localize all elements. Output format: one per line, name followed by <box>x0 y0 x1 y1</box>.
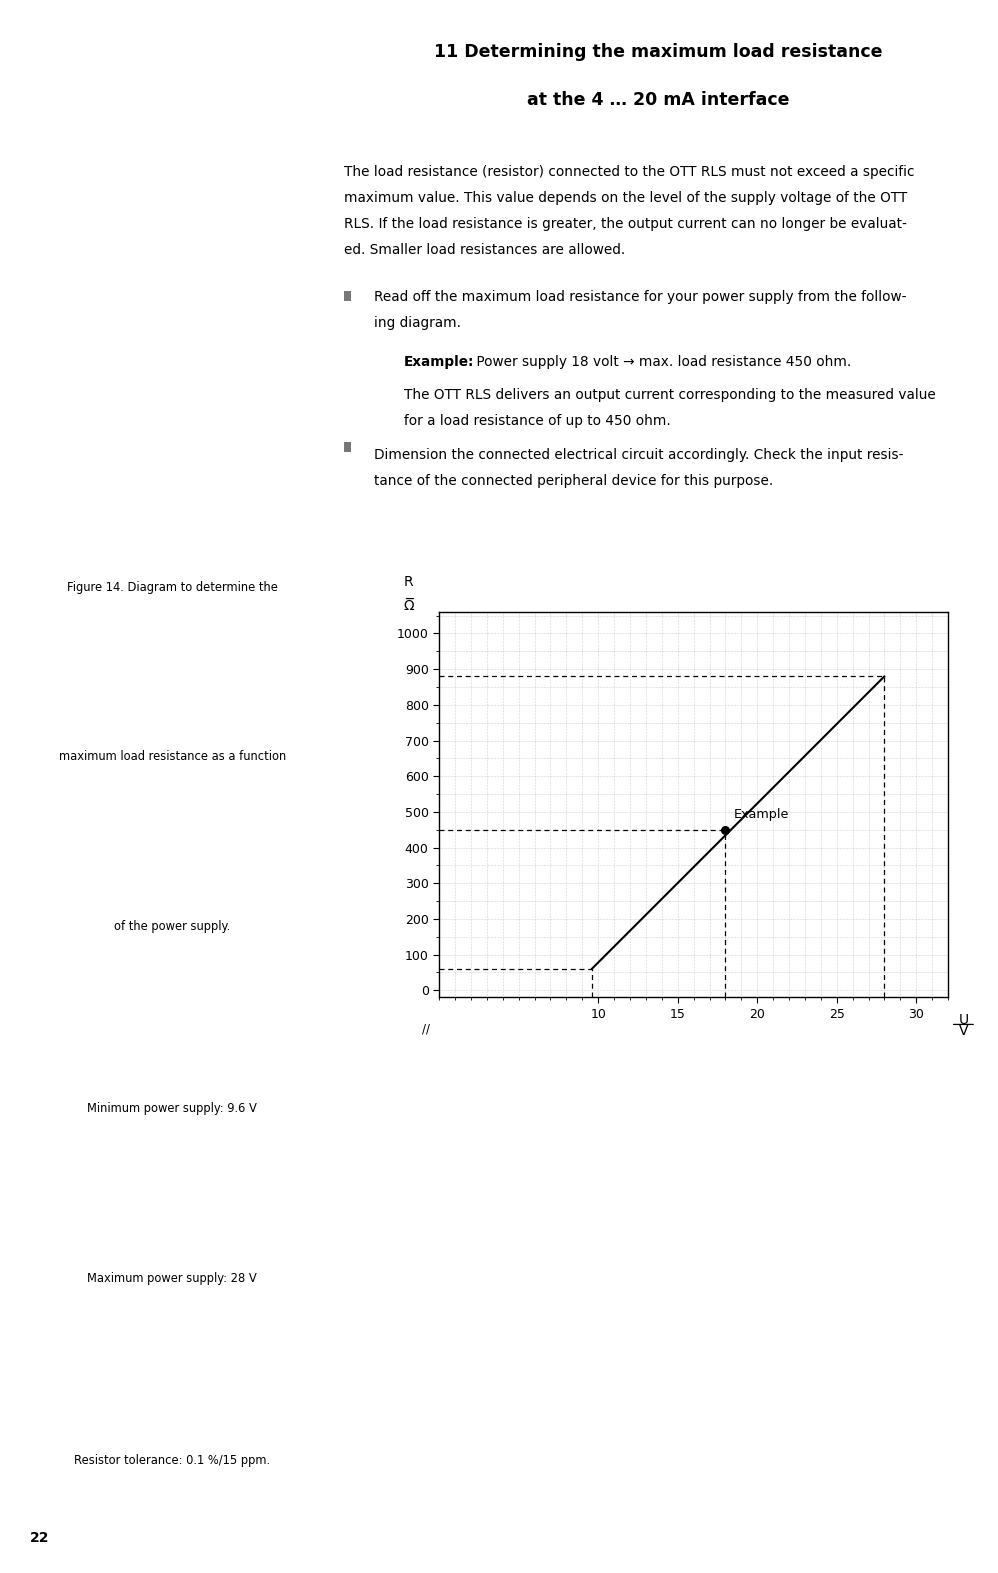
Text: The load resistance (resistor) connected to the OTT RLS must not exceed a specif: The load resistance (resistor) connected… <box>344 165 915 179</box>
Text: tance of the connected peripheral device for this purpose.: tance of the connected peripheral device… <box>374 473 773 488</box>
Text: V: V <box>959 1024 968 1038</box>
Text: Ω: Ω <box>403 599 414 612</box>
Text: Resistor tolerance: 0.1 %/15 ppm.: Resistor tolerance: 0.1 %/15 ppm. <box>74 1453 270 1468</box>
Text: R: R <box>403 574 413 588</box>
Text: 22: 22 <box>30 1531 50 1545</box>
Text: U: U <box>958 1013 968 1027</box>
Text: maximum value. This value depends on the level of the supply voltage of the OTT: maximum value. This value depends on the… <box>344 192 907 204</box>
Text: Maximum power supply: 28 V: Maximum power supply: 28 V <box>87 1273 257 1285</box>
Text: Example: Example <box>734 809 788 821</box>
Text: ed. Smaller load resistances are allowed.: ed. Smaller load resistances are allowed… <box>344 242 626 256</box>
Text: The OTT RLS delivers an output current corresponding to the measured value: The OTT RLS delivers an output current c… <box>404 389 936 403</box>
Text: Read off the maximum load resistance for your power supply from the follow-: Read off the maximum load resistance for… <box>374 289 907 304</box>
Text: at the 4 … 20 mA interface: at the 4 … 20 mA interface <box>527 91 790 109</box>
Text: of the power supply.: of the power supply. <box>114 920 231 933</box>
Text: Example:: Example: <box>404 354 475 368</box>
Text: //: // <box>422 1022 430 1035</box>
Text: ing diagram.: ing diagram. <box>374 316 461 330</box>
Text: Power supply 18 volt → max. load resistance 450 ohm.: Power supply 18 volt → max. load resista… <box>472 354 851 368</box>
Text: Minimum power supply: 9.6 V: Minimum power supply: 9.6 V <box>87 1103 257 1115</box>
Text: Dimension the connected electrical circuit accordingly. Check the input resis-: Dimension the connected electrical circu… <box>374 448 904 462</box>
Text: Figure 14. Diagram to determine the: Figure 14. Diagram to determine the <box>67 580 277 593</box>
Text: for a load resistance of up to 450 ohm.: for a load resistance of up to 450 ohm. <box>404 414 671 428</box>
Text: 11 Determining the maximum load resistance: 11 Determining the maximum load resistan… <box>434 42 883 61</box>
Text: maximum load resistance as a function: maximum load resistance as a function <box>59 750 285 763</box>
Text: RLS. If the load resistance is greater, the output current can no longer be eval: RLS. If the load resistance is greater, … <box>344 217 907 231</box>
